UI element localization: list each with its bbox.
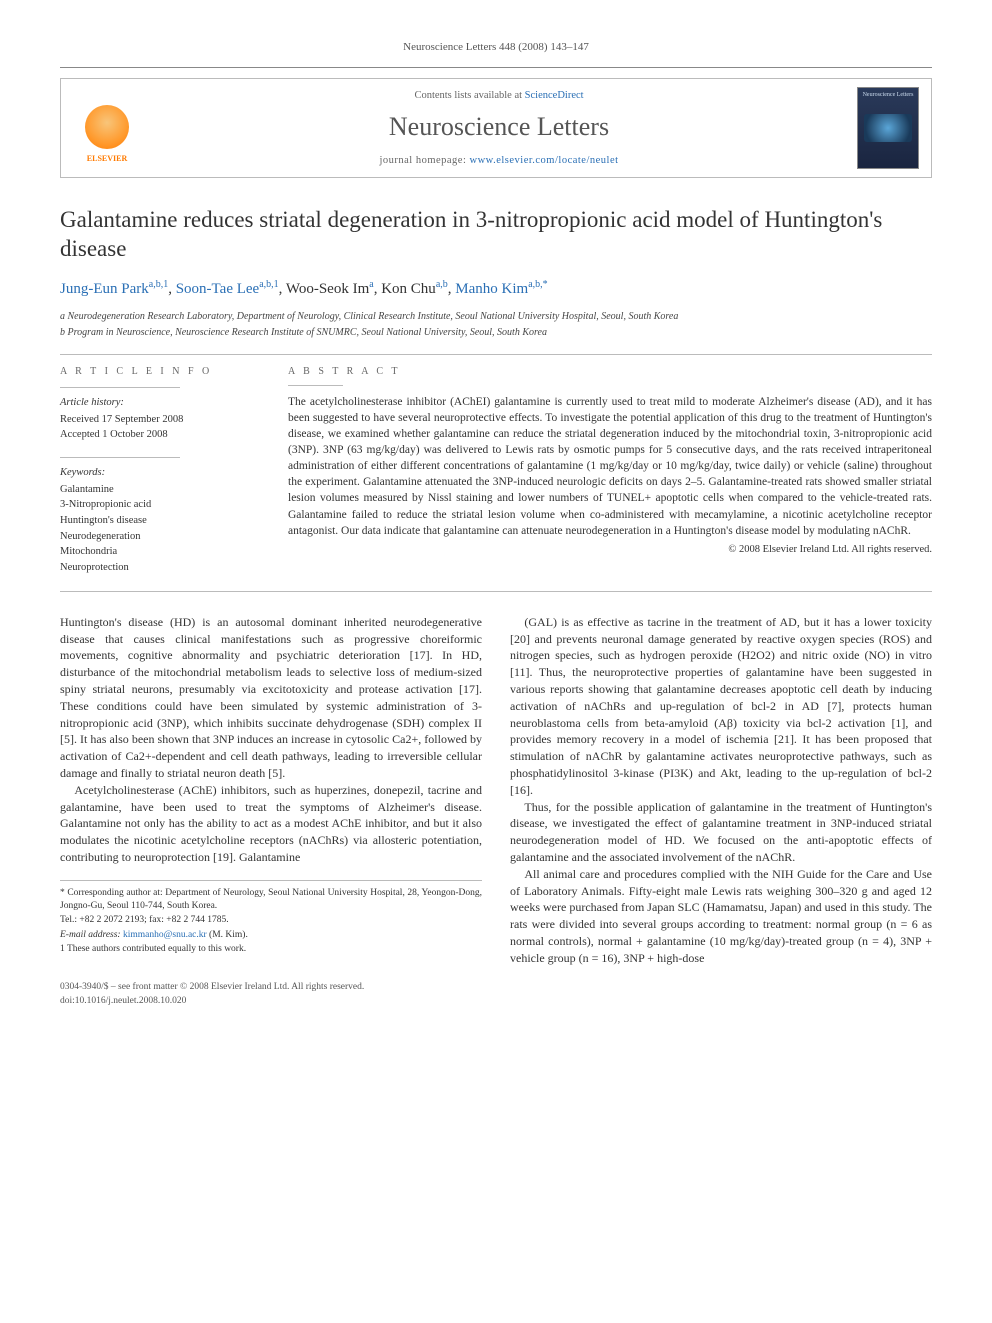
author-affil-sup: a,b,*: [528, 279, 547, 290]
running-head: Neuroscience Letters 448 (2008) 143–147: [60, 40, 932, 55]
journal-homepage: journal homepage: www.elsevier.com/locat…: [141, 154, 857, 169]
publisher-logo: ELSEVIER: [73, 92, 141, 164]
abstract-copyright: © 2008 Elsevier Ireland Ltd. All rights …: [288, 543, 932, 558]
abstract-heading: A B S T R A C T: [288, 365, 932, 379]
author-name[interactable]: Manho Kim: [455, 281, 528, 297]
homepage-link[interactable]: www.elsevier.com/locate/neulet: [470, 155, 619, 166]
equal-contrib-note: 1 These authors contributed equally to t…: [60, 943, 482, 956]
journal-name: Neuroscience Letters: [141, 109, 857, 145]
journal-cover-thumb: Neuroscience Letters: [857, 87, 919, 169]
affiliation-a: a Neurodegeneration Research Laboratory,…: [60, 310, 932, 324]
corr-email-line: E-mail address: kimmanho@snu.ac.kr (M. K…: [60, 929, 482, 942]
body-para: Acetylcholinesterase (AChE) inhibitors, …: [60, 782, 482, 866]
top-rule: [60, 67, 932, 68]
contents-available: Contents lists available at ScienceDirec…: [141, 89, 857, 104]
sciencedirect-link[interactable]: ScienceDirect: [525, 90, 584, 101]
author-affil-sup: a,b,1: [149, 279, 168, 290]
email-label: E-mail address:: [60, 930, 123, 940]
keywords-heading: Keywords:: [60, 466, 260, 481]
cover-title: Neuroscience Letters: [858, 91, 918, 99]
section-rule: [60, 354, 932, 355]
corr-author: * Corresponding author at: Department of…: [60, 887, 482, 914]
keyword: Mitochondria: [60, 545, 260, 560]
abstract: A B S T R A C T The acetylcholinesterase…: [288, 365, 932, 577]
corr-email-link[interactable]: kimmanho@snu.ac.kr: [123, 930, 207, 940]
masthead: ELSEVIER Contents lists available at Sci…: [60, 78, 932, 178]
corresponding-footnote: * Corresponding author at: Department of…: [60, 880, 482, 956]
body-para: Huntington's disease (HD) is an autosoma…: [60, 614, 482, 782]
keyword: Huntington's disease: [60, 514, 260, 529]
keyword: Galantamine: [60, 483, 260, 498]
author-name[interactable]: Jung-Eun Park: [60, 281, 149, 297]
article-info: A R T I C L E I N F O Article history: R…: [60, 365, 260, 577]
affiliation-b: b Program in Neuroscience, Neuroscience …: [60, 326, 932, 340]
received-date: Received 17 September 2008: [60, 413, 260, 428]
article-title: Galantamine reduces striatal degeneratio…: [60, 206, 932, 264]
page-footer: 0304-3940/$ – see front matter © 2008 El…: [60, 981, 932, 1009]
author-name[interactable]: Soon-Tae Lee: [176, 281, 260, 297]
doi-line: doi:10.1016/j.neulet.2008.10.020: [60, 995, 932, 1008]
author-affil-sup: a,b,1: [259, 279, 278, 290]
avail-prefix: Contents lists available at: [414, 90, 524, 101]
publisher-name: ELSEVIER: [87, 153, 127, 164]
email-who: (M. Kim).: [207, 930, 248, 940]
keyword: Neurodegeneration: [60, 530, 260, 545]
keyword: Neuroprotection: [60, 561, 260, 576]
keyword: 3-Nitropropionic acid: [60, 498, 260, 513]
author-name: Woo-Seok Im: [286, 281, 369, 297]
issn-line: 0304-3940/$ – see front matter © 2008 El…: [60, 981, 932, 994]
author-list: Jung-Eun Parka,b,1, Soon-Tae Leea,b,1, W…: [60, 278, 932, 300]
elsevier-tree-icon: [85, 105, 129, 149]
author-affil-sup: a: [369, 279, 373, 290]
body-para: All animal care and procedures complied …: [510, 866, 932, 967]
body-para: (GAL) is as effective as tacrine in the …: [510, 614, 932, 799]
corr-tel: Tel.: +82 2 2072 2193; fax: +82 2 744 17…: [60, 914, 482, 927]
history-heading: Article history:: [60, 396, 260, 411]
home-prefix: journal homepage:: [379, 155, 469, 166]
abstract-text: The acetylcholinesterase inhibitor (AChE…: [288, 394, 932, 539]
body-para: Thus, for the possible application of ga…: [510, 799, 932, 866]
author-name: Kon Chu: [381, 281, 436, 297]
author-affil-sup: a,b: [436, 279, 448, 290]
section-rule-2: [60, 591, 932, 592]
accepted-date: Accepted 1 October 2008: [60, 428, 260, 443]
article-info-heading: A R T I C L E I N F O: [60, 365, 260, 379]
body-text: Huntington's disease (HD) is an autosoma…: [60, 614, 932, 967]
